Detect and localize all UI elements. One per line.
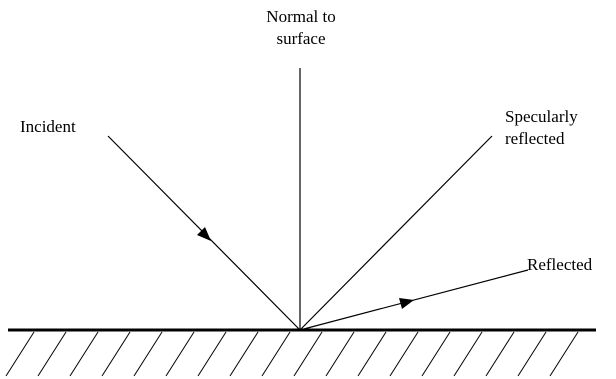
incident-arrowhead: [197, 227, 211, 241]
specular-label: Specularly reflected: [505, 106, 578, 150]
normal-label: Normal to surface: [246, 6, 356, 50]
surface-hatching: [5, 331, 579, 377]
reflected-arrowhead: [399, 298, 414, 309]
normal-label-line1: Normal to: [266, 7, 336, 26]
specular-label-line2: reflected: [505, 129, 565, 148]
incident-label: Incident: [20, 117, 76, 136]
normal-label-line2: surface: [276, 29, 326, 48]
reflected-label: Reflected: [527, 255, 593, 274]
specular-label-line1: Specularly: [505, 107, 578, 126]
specular-ray: [299, 135, 493, 331]
